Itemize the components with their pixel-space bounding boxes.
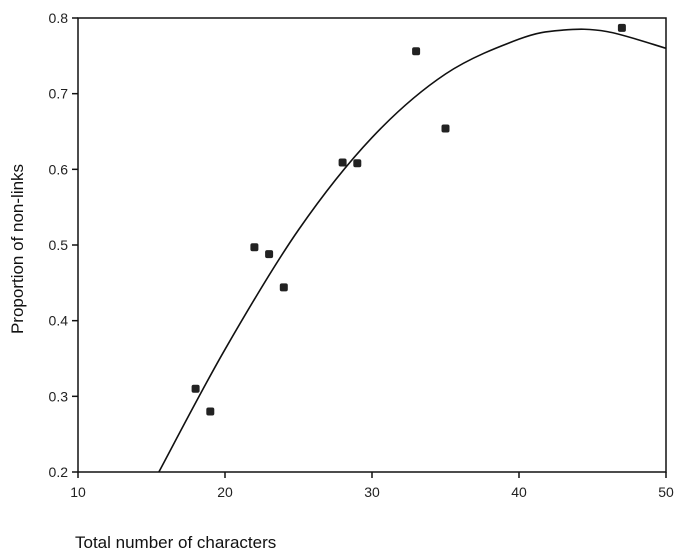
- x-tick-label: 10: [70, 484, 86, 500]
- data-point: [617, 23, 626, 32]
- x-axis: 10 20 30 40 50: [70, 472, 674, 500]
- y-axis-title: Proportion of non-links: [8, 164, 27, 334]
- fit-curve: [158, 28, 667, 473]
- y-tick-label: 0.2: [49, 464, 69, 480]
- x-tick-label: 40: [511, 484, 527, 500]
- y-tick-label: 0.7: [49, 86, 69, 102]
- x-tick-label: 30: [364, 484, 380, 500]
- data-point: [441, 124, 450, 133]
- data-point: [412, 47, 421, 56]
- data-point: [338, 158, 347, 167]
- x-tick-label: 20: [217, 484, 233, 500]
- y-tick-label: 0.3: [49, 388, 69, 404]
- x-axis-title: Total number of characters: [75, 533, 276, 552]
- data-point: [265, 250, 274, 259]
- plot-frame: [77, 17, 667, 473]
- data-point: [279, 283, 288, 292]
- data-point: [353, 159, 362, 168]
- y-axis: 0.2 0.3 0.4 0.5 0.6 0.7 0.8: [49, 10, 78, 480]
- y-tick-label: 0.6: [49, 161, 69, 177]
- x-tick-label: 50: [658, 484, 674, 500]
- data-point: [191, 384, 200, 393]
- y-tick-label: 0.5: [49, 237, 69, 253]
- data-points: [191, 23, 626, 416]
- data-point: [250, 243, 259, 252]
- y-tick-label: 0.4: [49, 313, 69, 329]
- y-tick-label: 0.8: [49, 10, 69, 26]
- data-point: [206, 407, 215, 416]
- plot-area: 10 20 30 40 50 0.2 0.3 0.4 0.5 0.6 0.7 0.8: [49, 10, 674, 500]
